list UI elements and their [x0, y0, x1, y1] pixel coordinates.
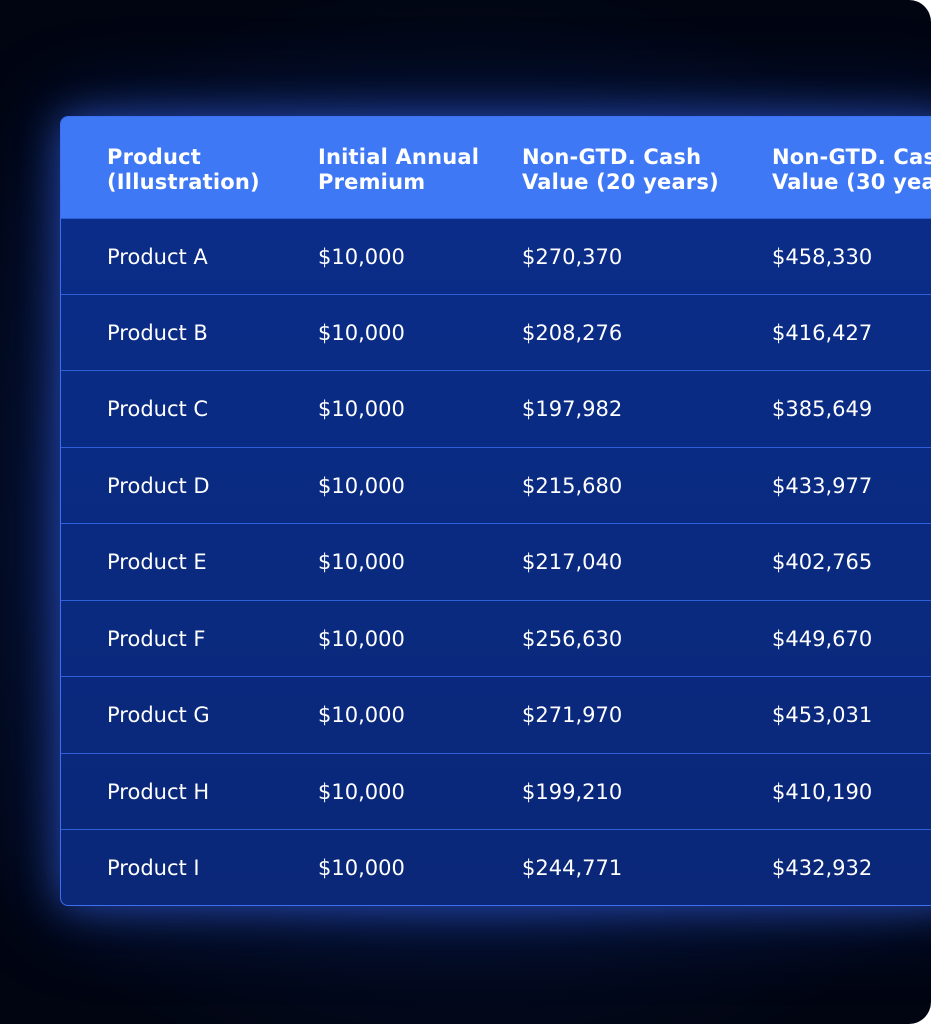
cell-premium: $10,000 — [318, 474, 405, 498]
cell-cash-value-30: $449,670 — [772, 627, 873, 651]
cell-premium: $10,000 — [318, 856, 405, 880]
cell-cash-value-30: $433,977 — [772, 474, 873, 498]
header-cash-value-20-line2: Value (20 years) — [522, 170, 719, 194]
cell-cash-value-30: $432,932 — [772, 856, 873, 880]
cell-premium: $10,000 — [318, 703, 405, 727]
cell-premium: $10,000 — [318, 245, 405, 269]
cell-premium: $10,000 — [318, 780, 405, 804]
cell-cash-value-30: $453,031 — [772, 703, 873, 727]
cell-product: Product F — [107, 627, 206, 651]
header-cash-value-20: Non-GTD. Cash Value (20 years) — [522, 145, 719, 195]
cell-cash-value-30: $416,427 — [772, 321, 873, 345]
table-row: Product H $10,000 $199,210 $410,190 — [61, 753, 931, 829]
cell-product: Product H — [107, 780, 210, 804]
header-product-line1: Product — [107, 145, 202, 169]
cell-product: Product C — [107, 397, 209, 421]
table-row: Product D $10,000 $215,680 $433,977 — [61, 447, 931, 523]
header-initial-premium: Initial Annual Premium — [318, 145, 479, 195]
table-row: Product I $10,000 $244,771 $432,932 — [61, 829, 931, 905]
cell-product: Product G — [107, 703, 210, 727]
table-row: Product B $10,000 $208,276 $416,427 — [61, 294, 931, 370]
header-cash-value-30: Non-GTD. Cash Value (30 years) — [772, 145, 931, 195]
header-initial-premium-line1: Initial Annual — [318, 145, 480, 169]
cell-premium: $10,000 — [318, 627, 405, 651]
cell-premium: $10,000 — [318, 397, 405, 421]
cell-cash-value-30: $402,765 — [772, 550, 873, 574]
cell-cash-value-30: $410,190 — [772, 780, 873, 804]
cell-cash-value-30: $458,330 — [772, 245, 873, 269]
cell-premium: $10,000 — [318, 550, 405, 574]
header-cash-value-30-line2: Value (30 years) — [772, 170, 931, 194]
cell-cash-value-20: $270,370 — [522, 245, 623, 269]
cell-product: Product E — [107, 550, 207, 574]
table-row: Product G $10,000 $271,970 $453,031 — [61, 676, 931, 752]
header-initial-premium-line2: Premium — [318, 170, 426, 194]
table-row: Product C $10,000 $197,982 $385,649 — [61, 370, 931, 446]
cell-product: Product I — [107, 856, 200, 880]
header-cash-value-30-line1: Non-GTD. Cash — [772, 145, 931, 169]
table-header-row: Product (Illustration) Initial Annual Pr… — [61, 117, 931, 218]
cell-cash-value-20: $217,040 — [522, 550, 623, 574]
cell-premium: $10,000 — [318, 321, 405, 345]
header-cash-value-20-line1: Non-GTD. Cash — [522, 145, 702, 169]
cell-cash-value-30: $385,649 — [772, 397, 873, 421]
cell-cash-value-20: $244,771 — [522, 856, 623, 880]
header-product: Product (Illustration) — [107, 145, 260, 195]
cell-product: Product A — [107, 245, 208, 269]
table-row: Product A $10,000 $270,370 $458,330 — [61, 218, 931, 294]
table-row: Product E $10,000 $217,040 $402,765 — [61, 523, 931, 599]
cell-cash-value-20: $215,680 — [522, 474, 623, 498]
cell-cash-value-20: $197,982 — [522, 397, 623, 421]
cell-product: Product D — [107, 474, 210, 498]
header-product-line2: (Illustration) — [107, 170, 260, 194]
cell-cash-value-20: $271,970 — [522, 703, 623, 727]
cell-cash-value-20: $256,630 — [522, 627, 623, 651]
table-row: Product F $10,000 $256,630 $449,670 — [61, 600, 931, 676]
cell-cash-value-20: $199,210 — [522, 780, 623, 804]
cell-product: Product B — [107, 321, 208, 345]
comparison-table: Product (Illustration) Initial Annual Pr… — [60, 116, 931, 906]
cell-cash-value-20: $208,276 — [522, 321, 623, 345]
